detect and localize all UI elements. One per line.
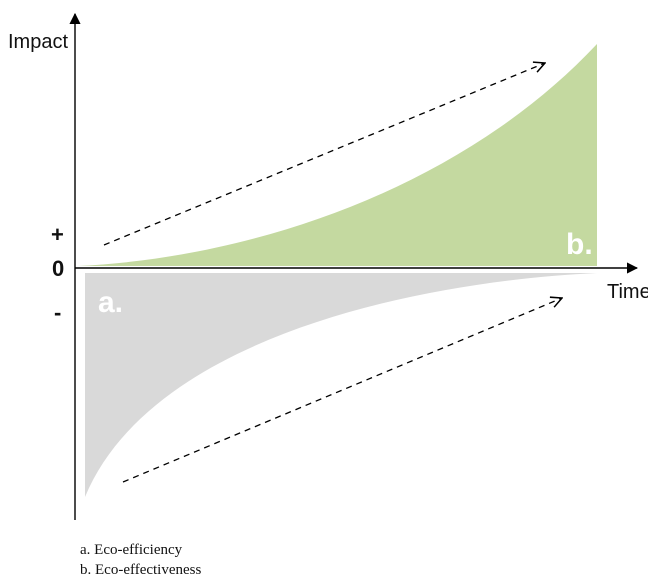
eco-efficiency-region bbox=[85, 273, 597, 497]
legend-item-eco-efficiency: a. Eco-efficiency bbox=[80, 542, 183, 558]
region-b-letter: b. bbox=[566, 228, 593, 261]
lower-trend-arrow bbox=[122, 298, 562, 483]
minus-sign-label: - bbox=[54, 300, 61, 325]
upper-trend-arrow bbox=[103, 63, 545, 246]
zero-label: 0 bbox=[52, 256, 64, 281]
legend-item-eco-effectiveness: b. Eco-effectiveness bbox=[80, 562, 202, 578]
y-axis-label: Impact bbox=[8, 31, 68, 53]
plus-sign-label: + bbox=[51, 222, 64, 247]
legend: a. Eco-efficiency b. Eco-effectiveness bbox=[80, 540, 201, 580]
region-a-letter: a. bbox=[98, 286, 123, 319]
x-axis-label: Time bbox=[607, 281, 648, 303]
eco-effectiveness-region bbox=[78, 44, 597, 266]
